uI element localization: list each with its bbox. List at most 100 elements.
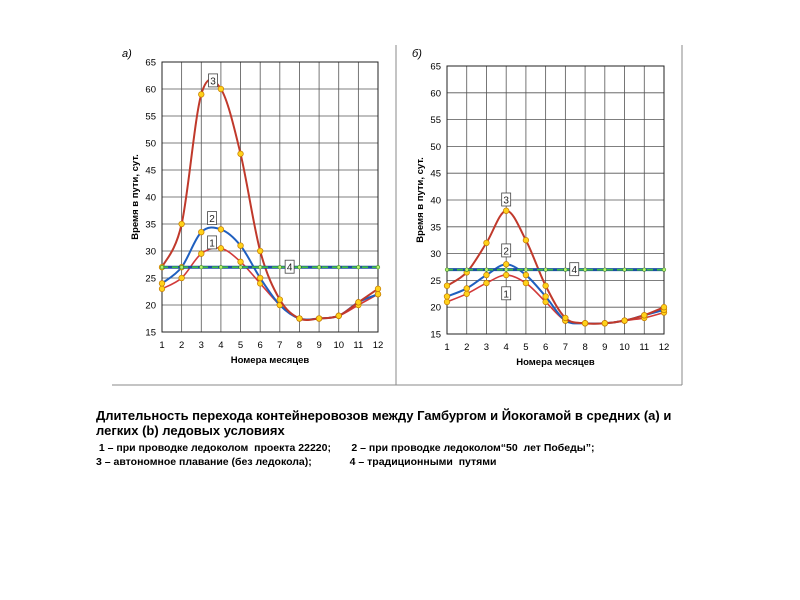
chart-b-xtick-label: 10 xyxy=(619,342,630,353)
chart-a-series-3-point xyxy=(296,315,303,322)
chart-b-series-1-point xyxy=(522,279,530,287)
chart-a-xlabel: Номера месяцев xyxy=(231,355,310,366)
chart-a-annotation-label: 1 xyxy=(209,238,215,249)
chart-a-annotation-box xyxy=(284,259,295,274)
caption-legend-line-2: 3 – автономное плавание (без ледокола); … xyxy=(96,456,497,468)
chart-b-annotation-2: 2 xyxy=(501,243,512,257)
chart-a-series-4-point xyxy=(316,265,322,270)
chart-b-ytick-label: 25 xyxy=(430,276,441,287)
chart-a-series-2 xyxy=(158,226,382,322)
chart-a-annotation-box xyxy=(207,235,217,250)
chart-b-series-4-point xyxy=(543,267,548,272)
chart-b-ytick-label: 15 xyxy=(430,330,441,341)
chart-b-ytick-label: 35 xyxy=(430,222,441,233)
chart-a-xtick-label: 5 xyxy=(238,340,243,351)
chart-b-xtick-label: 12 xyxy=(659,342,670,353)
chart-a-series-1-point xyxy=(178,274,185,282)
chart-b-annotation-3: 3 xyxy=(501,192,512,207)
chart-b-xtick-label: 9 xyxy=(602,342,607,353)
caption-legend: 1 – при проводке ледоколом проекта 22220… xyxy=(96,441,716,469)
chart-b-ytick-label: 20 xyxy=(430,303,441,314)
chart-b-series-4-point xyxy=(661,267,667,272)
chart-a-series-4-point xyxy=(356,265,361,270)
chart-b-series-4-point xyxy=(464,267,469,272)
chart-a-annotation-3: 3 xyxy=(208,73,218,88)
chart-b-series-4-point xyxy=(444,267,450,272)
chart-a-ytick-label: 20 xyxy=(145,301,156,312)
chart-a-xtick-label: 7 xyxy=(277,340,282,351)
chart-a-series-1-line xyxy=(161,247,379,321)
chart-b-series-4-point xyxy=(622,267,627,272)
chart-b-ytick-label: 30 xyxy=(430,249,441,260)
chart-a-series-2-point xyxy=(257,274,264,282)
chart-a-series-4-point xyxy=(179,265,184,270)
chart-a-ytick-label: 35 xyxy=(145,220,156,231)
chart-b-series-3-point xyxy=(601,320,608,327)
chart-a-xtick-label: 3 xyxy=(199,340,204,351)
chart-a-series-3-point xyxy=(178,220,185,228)
chart-a-series-2-point xyxy=(198,228,205,236)
chart-b-panel-label: б) xyxy=(412,48,422,60)
chart-b-xlabel: Номера месяцев xyxy=(516,357,595,368)
chart-b-xtick-label: 8 xyxy=(582,342,587,353)
chart-a-series-4-point xyxy=(336,265,341,270)
chart-a-series-2-point xyxy=(217,226,225,233)
chart-b-series-1-point xyxy=(483,279,490,287)
chart-b-ytick-label: 65 xyxy=(430,62,441,73)
chart-b-annotation-label: 3 xyxy=(503,196,509,207)
chart-a-series-2-line xyxy=(161,226,379,321)
chart-b-series-4-point xyxy=(504,267,509,272)
chart-b-ytick-label: 50 xyxy=(430,142,441,153)
chart-a-annotation-box xyxy=(208,73,218,88)
chart-b-series-2-line xyxy=(446,263,665,325)
chart-b-xtick-label: 1 xyxy=(444,342,449,353)
chart-b-grid xyxy=(446,65,665,335)
chart-a-annotation-label: 3 xyxy=(210,76,216,87)
chart-a-series-2-point xyxy=(374,291,382,298)
chart-a-series-3-point xyxy=(276,296,283,303)
caption-legend-line-1: 1 – при проводке ледоколом проекта 22220… xyxy=(96,442,595,454)
chart-b-series-3-point xyxy=(483,239,490,247)
chart-a-annotation-label: 4 xyxy=(287,263,293,274)
chart-a-annotation-4: 4 xyxy=(284,259,295,274)
chart-b-series-3-point xyxy=(443,282,451,289)
chart-b-series-4-point xyxy=(602,267,607,272)
chart-b-series-3-point xyxy=(581,320,589,327)
chart-b-series-3-point xyxy=(542,282,549,289)
chart-b-series-3-point xyxy=(660,304,668,311)
chart-b-series-4-point xyxy=(582,267,588,272)
chart-b-series-3-point xyxy=(522,237,530,244)
chart-a-ytick-label: 15 xyxy=(145,328,156,339)
chart-a-xtick-label: 6 xyxy=(258,340,263,351)
chart-a-series-2-point xyxy=(158,280,166,287)
chart-b-annotation-1: 1 xyxy=(501,286,512,301)
chart-b-ytick-label: 55 xyxy=(430,115,441,126)
chart-a-ytick-label: 65 xyxy=(145,58,156,69)
chart-b-series-1-point xyxy=(463,290,470,297)
chart-a-series-3-point xyxy=(217,85,225,93)
chart-b-series-4 xyxy=(444,267,667,272)
chart-a-series-4-point xyxy=(258,265,263,270)
chart-b-xtick-label: 2 xyxy=(464,342,469,353)
chart-a-annotation-box xyxy=(207,211,217,226)
chart-a-series-1-point xyxy=(237,258,244,265)
chart-a-ytick-label: 50 xyxy=(145,139,156,150)
chart-b-annotation-box xyxy=(569,262,580,277)
chart-a-ytick-label: 45 xyxy=(145,166,156,177)
chart-a-series-4 xyxy=(159,265,381,270)
chart-b-annotation-box xyxy=(501,192,512,207)
chart-b-series-3-point xyxy=(562,314,569,322)
chart-a-series-1-point xyxy=(217,245,225,252)
chart-a-series-3-point xyxy=(355,299,362,306)
chart-b-series-2-point xyxy=(463,285,470,292)
chart-b-annotation-box xyxy=(501,286,512,301)
chart-a-series-2-point xyxy=(237,242,244,249)
chart-b-series-4-point xyxy=(523,267,529,272)
chart-b-xtick-label: 4 xyxy=(504,342,509,353)
chart-b-series-3-point xyxy=(621,317,628,324)
chart-b-xtick-label: 11 xyxy=(639,342,649,353)
caption-title: Длительность перехода контейнеровозов ме… xyxy=(96,408,672,438)
chart-a-ytick-label: 55 xyxy=(145,112,156,123)
chart-a-series-1-point xyxy=(198,250,205,257)
